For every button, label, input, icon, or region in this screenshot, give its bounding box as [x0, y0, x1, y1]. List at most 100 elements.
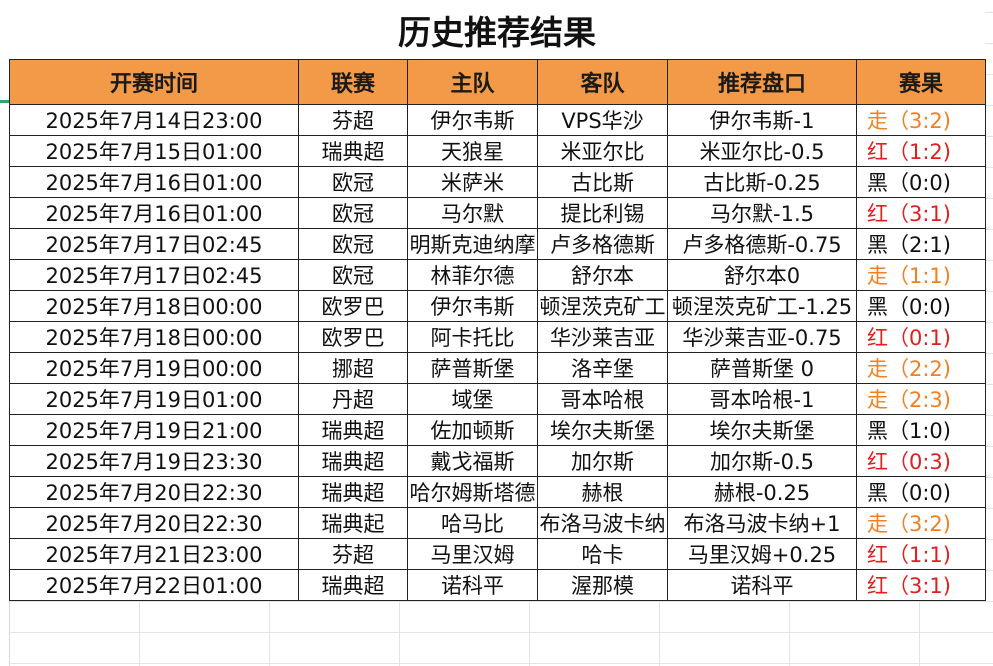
- cell-league[interactable]: 欧冠: [298, 259, 408, 291]
- header-pick[interactable]: 推荐盘口: [667, 59, 857, 105]
- header-result[interactable]: 赛果: [856, 59, 986, 105]
- cell-time[interactable]: 2025年7月19日00:00: [9, 352, 299, 384]
- cell-result[interactable]: 黑（0:0): [856, 476, 986, 508]
- cell-result[interactable]: 走（1:1): [856, 259, 986, 291]
- cell-time[interactable]: 2025年7月20日22:30: [9, 476, 299, 508]
- cell-time[interactable]: 2025年7月18日00:00: [9, 290, 299, 322]
- cell-home[interactable]: 林菲尔德: [407, 259, 538, 291]
- cell-league[interactable]: 瑞典超: [298, 414, 408, 446]
- cell-league[interactable]: 瑞典超: [298, 445, 408, 477]
- cell-pick[interactable]: 马里汉姆+0.25: [667, 538, 857, 570]
- cell-away[interactable]: VPS华沙: [537, 104, 668, 136]
- cell-away[interactable]: 哈卡: [537, 538, 668, 570]
- cell-pick[interactable]: 诺科平: [667, 569, 857, 601]
- header-away[interactable]: 客队: [537, 59, 668, 105]
- cell-home[interactable]: 伊尔韦斯: [407, 290, 538, 322]
- cell-result[interactable]: 走（2:3): [856, 383, 986, 415]
- cell-time[interactable]: 2025年7月20日22:30: [9, 507, 299, 539]
- cell-home[interactable]: 伊尔韦斯: [407, 104, 538, 136]
- cell-home[interactable]: 诺科平: [407, 569, 538, 601]
- cell-pick[interactable]: 伊尔韦斯-1: [667, 104, 857, 136]
- cell-result[interactable]: 红（3:1): [856, 569, 986, 601]
- cell-league[interactable]: 丹超: [298, 383, 408, 415]
- cell-away[interactable]: 提比利锡: [537, 197, 668, 229]
- cell-result[interactable]: 黑（0:0): [856, 166, 986, 198]
- cell-result[interactable]: 黑（1:0): [856, 414, 986, 446]
- cell-result[interactable]: 走（3:2): [856, 104, 986, 136]
- cell-league[interactable]: 欧冠: [298, 228, 408, 260]
- cell-league[interactable]: 瑞典起: [298, 507, 408, 539]
- cell-home[interactable]: 域堡: [407, 383, 538, 415]
- cell-time[interactable]: 2025年7月22日01:00: [9, 569, 299, 601]
- cell-pick[interactable]: 顿涅茨克矿工-1.25: [667, 290, 857, 322]
- cell-result[interactable]: 走（3:2): [856, 507, 986, 539]
- cell-home[interactable]: 哈马比: [407, 507, 538, 539]
- cell-result[interactable]: 走（2:2): [856, 352, 986, 384]
- cell-pick[interactable]: 萨普斯堡 0: [667, 352, 857, 384]
- cell-pick[interactable]: 马尔默-1.5: [667, 197, 857, 229]
- cell-time[interactable]: 2025年7月16日01:00: [9, 197, 299, 229]
- cell-time[interactable]: 2025年7月14日23:00: [9, 104, 299, 136]
- cell-away[interactable]: 华沙莱吉亚: [537, 321, 668, 353]
- cell-pick[interactable]: 哥本哈根-1: [667, 383, 857, 415]
- cell-pick[interactable]: 舒尔本0: [667, 259, 857, 291]
- cell-league[interactable]: 瑞典超: [298, 135, 408, 167]
- cell-away[interactable]: 渥那模: [537, 569, 668, 601]
- cell-pick[interactable]: 加尔斯-0.5: [667, 445, 857, 477]
- cell-away[interactable]: 赫根: [537, 476, 668, 508]
- cell-home[interactable]: 阿卡托比: [407, 321, 538, 353]
- cell-pick[interactable]: 古比斯-0.25: [667, 166, 857, 198]
- cell-result[interactable]: 黑（2:1): [856, 228, 986, 260]
- cell-away[interactable]: 哥本哈根: [537, 383, 668, 415]
- cell-away[interactable]: 舒尔本: [537, 259, 668, 291]
- cell-league[interactable]: 欧罗巴: [298, 321, 408, 353]
- cell-time[interactable]: 2025年7月15日01:00: [9, 135, 299, 167]
- cell-time[interactable]: 2025年7月19日21:00: [9, 414, 299, 446]
- cell-away[interactable]: 布洛马波卡纳: [537, 507, 668, 539]
- cell-league[interactable]: 欧罗巴: [298, 290, 408, 322]
- cell-league[interactable]: 瑞典超: [298, 476, 408, 508]
- header-time[interactable]: 开赛时间: [9, 59, 299, 105]
- cell-away[interactable]: 加尔斯: [537, 445, 668, 477]
- cell-time[interactable]: 2025年7月18日00:00: [9, 321, 299, 353]
- cell-league[interactable]: 欧冠: [298, 197, 408, 229]
- cell-away[interactable]: 米亚尔比: [537, 135, 668, 167]
- cell-time[interactable]: 2025年7月16日01:00: [9, 166, 299, 198]
- cell-league[interactable]: 瑞典超: [298, 569, 408, 601]
- cell-pick[interactable]: 赫根-0.25: [667, 476, 857, 508]
- cell-home[interactable]: 米萨米: [407, 166, 538, 198]
- header-league[interactable]: 联赛: [298, 59, 408, 105]
- cell-pick[interactable]: 布洛马波卡纳+1: [667, 507, 857, 539]
- cell-time[interactable]: 2025年7月17日02:45: [9, 228, 299, 260]
- cell-result[interactable]: 红（1:1): [856, 538, 986, 570]
- cell-home[interactable]: 佐加顿斯: [407, 414, 538, 446]
- cell-pick[interactable]: 华沙莱吉亚-0.75: [667, 321, 857, 353]
- cell-time[interactable]: 2025年7月21日23:00: [9, 538, 299, 570]
- cell-home[interactable]: 萨普斯堡: [407, 352, 538, 384]
- cell-away[interactable]: 洛辛堡: [537, 352, 668, 384]
- cell-home[interactable]: 戴戈福斯: [407, 445, 538, 477]
- cell-home[interactable]: 马尔默: [407, 197, 538, 229]
- cell-result[interactable]: 红（3:1): [856, 197, 986, 229]
- cell-result[interactable]: 红（1:2): [856, 135, 986, 167]
- cell-time[interactable]: 2025年7月19日23:30: [9, 445, 299, 477]
- cell-pick[interactable]: 埃尔夫斯堡: [667, 414, 857, 446]
- cell-home[interactable]: 哈尔姆斯塔德: [407, 476, 538, 508]
- cell-time[interactable]: 2025年7月17日02:45: [9, 259, 299, 291]
- cell-league[interactable]: 欧冠: [298, 166, 408, 198]
- header-home[interactable]: 主队: [407, 59, 538, 105]
- cell-away[interactable]: 古比斯: [537, 166, 668, 198]
- cell-result[interactable]: 红（0:1): [856, 321, 986, 353]
- cell-home[interactable]: 天狼星: [407, 135, 538, 167]
- cell-pick[interactable]: 米亚尔比-0.5: [667, 135, 857, 167]
- cell-result[interactable]: 黑（0:0): [856, 290, 986, 322]
- cell-away[interactable]: 埃尔夫斯堡: [537, 414, 668, 446]
- cell-away[interactable]: 顿涅茨克矿工: [537, 290, 668, 322]
- cell-away[interactable]: 卢多格德斯: [537, 228, 668, 260]
- cell-league[interactable]: 芬超: [298, 538, 408, 570]
- cell-league[interactable]: 芬超: [298, 104, 408, 136]
- cell-pick[interactable]: 卢多格德斯-0.75: [667, 228, 857, 260]
- cell-home[interactable]: 明斯克迪纳摩: [407, 228, 538, 260]
- cell-result[interactable]: 红（0:3): [856, 445, 986, 477]
- cell-time[interactable]: 2025年7月19日01:00: [9, 383, 299, 415]
